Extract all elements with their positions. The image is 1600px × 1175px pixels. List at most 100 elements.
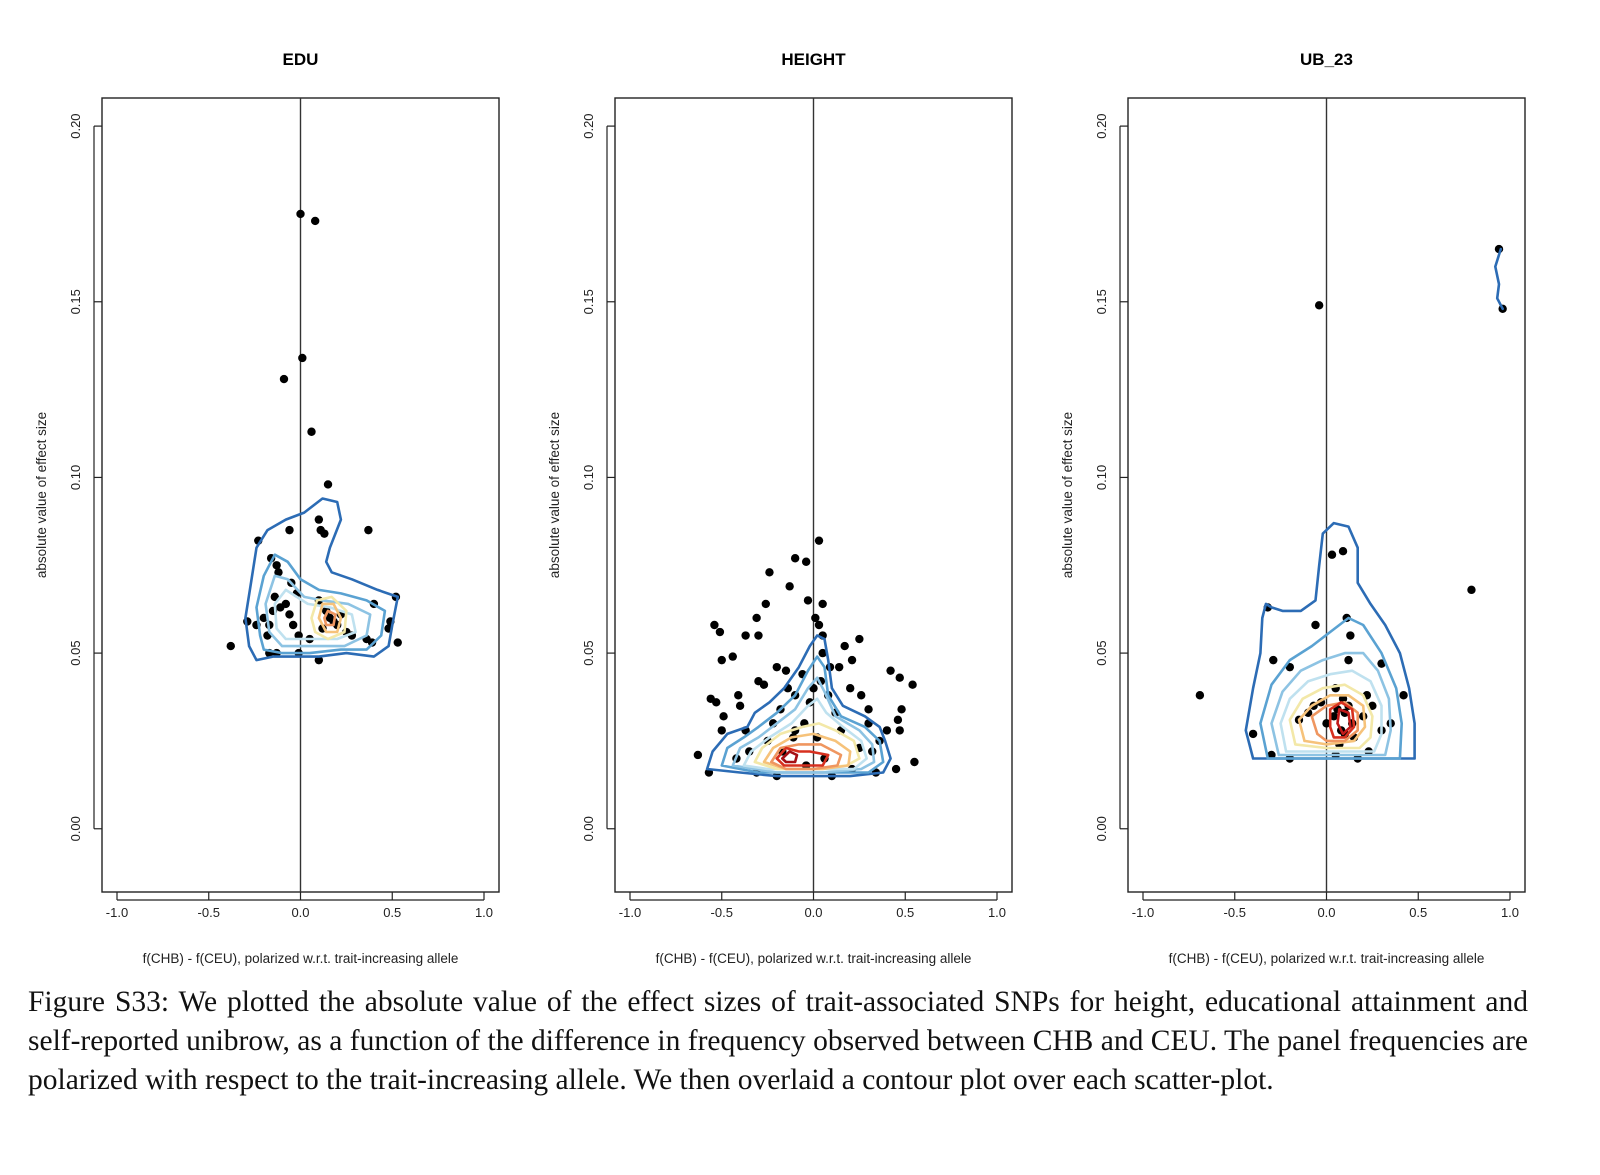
y-tick-label: 0.10: [581, 465, 596, 490]
data-point: [314, 515, 324, 524]
data-point: [1269, 655, 1278, 665]
chart-panel-2: HEIGHT -1.0 -0.5 0.0 0.5 1.0 0.00 0.05 0.10 0.15 0…: [547, 50, 1013, 966]
data-point: [314, 655, 324, 665]
data-point: [393, 638, 402, 647]
data-point: [803, 596, 813, 605]
data-point: [272, 561, 281, 570]
data-point: [864, 705, 873, 714]
data-point: [728, 652, 737, 661]
x-tick-label: 1.0: [1501, 905, 1519, 920]
contour-line: [770, 743, 843, 771]
x-tick-label: -0.5: [198, 905, 220, 920]
contour-line: [1494, 247, 1504, 311]
data-point: [285, 525, 294, 535]
contour-line: [273, 588, 357, 641]
data-point: [893, 715, 903, 725]
data-point: [886, 666, 895, 675]
data-point: [274, 568, 283, 577]
y-tick-label: 0.20: [68, 113, 83, 138]
data-point: [1314, 301, 1324, 310]
x-tick-label: 0.0: [804, 905, 822, 920]
contour-line: [317, 602, 343, 634]
contour-line: [255, 553, 387, 655]
data-point: [323, 480, 333, 489]
contour-line: [264, 574, 372, 648]
contour-line: [781, 750, 799, 764]
data-point: [781, 666, 791, 675]
data-point: [811, 613, 820, 623]
contour-line: [1310, 701, 1359, 743]
data-point: [717, 726, 726, 735]
data-point: [741, 631, 750, 640]
panel-title: UB_23: [1300, 50, 1353, 69]
contour-line: [1279, 669, 1383, 753]
data-point: [857, 691, 866, 700]
data-point: [706, 694, 715, 703]
contour-line: [310, 595, 348, 641]
data-point: [719, 712, 728, 721]
data-point: [1327, 550, 1337, 559]
y-tick-label: 0.05: [581, 640, 596, 665]
data-point: [1267, 750, 1276, 760]
data-point: [320, 529, 329, 538]
data-point: [294, 631, 303, 640]
data-point: [1368, 701, 1377, 710]
chart-panel-3: UB_23 -1.0 -0.5 0.0 0.5 1.0 0.00 0.05 0.10 0.15 0.…: [1060, 50, 1526, 966]
data-point: [715, 627, 725, 637]
data-point: [270, 592, 280, 602]
contour-line: [244, 497, 400, 662]
contour-line: [1288, 683, 1374, 750]
data-point: [847, 655, 857, 665]
data-point: [288, 620, 298, 630]
x-axis-label: f(CHB) - f(CEU), polarized w.r.t. trait-…: [1169, 951, 1485, 966]
contour-line: [705, 634, 892, 778]
x-tick-label: 0.5: [896, 905, 914, 920]
data-point: [285, 610, 294, 619]
y-axis-label: absolute value of effect size: [34, 412, 49, 578]
data-point: [298, 353, 307, 363]
data-point: [801, 557, 811, 566]
figure: EDU -1.0 -0.5 0.0 0.5 1.0 0.00 0.05 0.10 0.15 0.20…: [34, 50, 1526, 966]
data-point: [1467, 585, 1476, 595]
data-point: [1329, 712, 1339, 721]
y-tick-label: 0.05: [68, 640, 83, 665]
x-tick-label: 1.0: [988, 905, 1006, 920]
x-tick-label: -1.0: [1132, 905, 1154, 920]
data-point: [1338, 694, 1348, 703]
data-point: [814, 620, 824, 630]
contour-line: [1259, 616, 1403, 760]
chart-panel-1: EDU -1.0 -0.5 0.0 0.5 1.0 0.00 0.05 0.10 0.15 0.20…: [34, 50, 500, 966]
x-axis-label: f(CHB) - f(CEU), polarized w.r.t. trait-…: [143, 951, 459, 966]
y-tick-label: 0.00: [1094, 816, 1109, 841]
data-point: [307, 427, 316, 436]
y-axis-label: absolute value of effect size: [1060, 412, 1075, 578]
data-point: [735, 701, 745, 710]
data-point: [226, 641, 235, 651]
data-point: [908, 680, 917, 689]
data-point: [882, 726, 892, 735]
data-point: [761, 599, 770, 609]
data-point: [772, 662, 781, 672]
data-point: [1322, 719, 1331, 728]
contour-line: [1297, 694, 1367, 746]
data-point: [1311, 620, 1320, 630]
y-tick-label: 0.20: [581, 113, 596, 138]
x-tick-label: 0.0: [291, 905, 309, 920]
y-tick-label: 0.00: [581, 816, 596, 841]
data-point: [759, 680, 769, 689]
contour-line: [1270, 651, 1392, 757]
x-tick-label: 0.5: [1409, 905, 1427, 920]
y-tick-label: 0.15: [68, 289, 83, 314]
data-point: [1338, 547, 1348, 556]
data-point: [1344, 655, 1353, 665]
x-tick-label: -1.0: [619, 905, 641, 920]
data-point: [752, 613, 761, 623]
y-tick-label: 0.05: [1094, 640, 1109, 665]
y-tick-label: 0.10: [68, 465, 83, 490]
y-tick-label: 0.15: [581, 289, 596, 314]
data-point: [364, 525, 373, 535]
data-point: [734, 691, 743, 700]
data-point: [895, 726, 904, 735]
data-point: [765, 568, 774, 577]
contour-line: [1328, 701, 1356, 739]
